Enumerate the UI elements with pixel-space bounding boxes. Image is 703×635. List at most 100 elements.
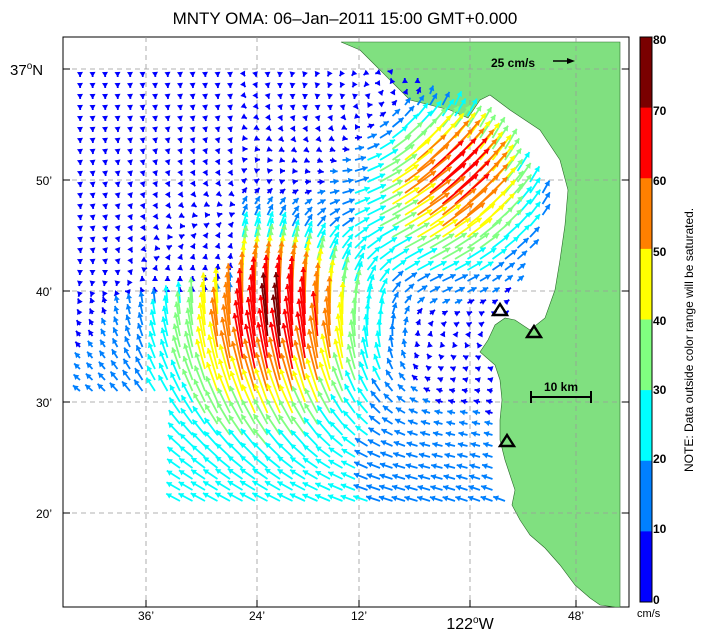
current-vector <box>205 361 219 392</box>
current-vector <box>305 358 319 392</box>
current-vector <box>254 157 261 163</box>
current-vector <box>75 319 82 326</box>
current-vector <box>240 81 247 88</box>
current-vector <box>354 134 363 141</box>
current-vector <box>416 154 452 183</box>
current-vector <box>289 469 306 480</box>
current-vector <box>367 173 386 183</box>
current-vector <box>279 368 294 403</box>
current-vector <box>379 213 402 227</box>
current-vector <box>404 294 413 304</box>
current-vector <box>289 125 296 132</box>
current-vector <box>266 187 273 194</box>
current-vector <box>220 316 231 359</box>
current-vector <box>102 137 108 144</box>
current-vector <box>516 186 533 205</box>
current-vector <box>278 384 294 414</box>
current-vector <box>202 468 219 480</box>
current-vector <box>139 93 146 100</box>
current-vector <box>102 170 108 177</box>
current-vector <box>150 288 157 304</box>
current-vector <box>405 463 418 469</box>
current-vector <box>461 387 468 394</box>
current-vector <box>289 82 296 89</box>
current-vector <box>330 379 344 403</box>
current-vector <box>202 253 208 260</box>
current-vector <box>437 365 445 372</box>
current-vector <box>252 103 259 110</box>
current-vector <box>102 82 108 89</box>
current-vector <box>392 451 406 458</box>
current-vector <box>279 211 287 227</box>
current-vector <box>214 137 221 144</box>
current-vector <box>482 441 493 448</box>
current-vector <box>254 187 261 194</box>
current-vector <box>214 71 221 78</box>
current-vector <box>227 180 234 187</box>
current-vector <box>84 384 94 392</box>
current-vector <box>202 232 209 239</box>
current-vector <box>397 383 406 392</box>
current-vector <box>77 71 83 78</box>
current-vector <box>276 492 293 502</box>
current-vector <box>109 370 119 381</box>
current-vector <box>384 381 394 392</box>
colorbar-segment <box>640 248 652 320</box>
current-vector <box>379 236 398 249</box>
current-vector <box>111 337 119 348</box>
current-vector <box>339 104 346 111</box>
current-vector <box>341 233 354 249</box>
colorbar <box>639 36 653 603</box>
current-vector <box>204 212 211 218</box>
current-vector <box>480 495 493 502</box>
current-vector <box>367 438 381 447</box>
current-vector <box>89 225 96 232</box>
current-vector <box>290 415 306 436</box>
current-vector <box>167 234 173 240</box>
current-vector <box>179 420 194 436</box>
current-vector <box>137 312 144 326</box>
current-vector <box>168 409 181 425</box>
current-vector <box>295 311 306 359</box>
current-vector <box>252 113 260 121</box>
current-vector <box>240 399 256 425</box>
current-vector <box>245 296 256 348</box>
current-vector <box>343 396 356 414</box>
current-vector <box>114 137 121 144</box>
current-vector <box>328 434 344 447</box>
current-vector <box>178 212 185 219</box>
current-vector <box>479 233 500 249</box>
current-vector <box>177 93 183 100</box>
current-vector <box>456 463 468 470</box>
current-vector <box>420 419 431 426</box>
current-vector <box>314 104 321 111</box>
current-vector <box>317 168 324 175</box>
current-vector <box>124 289 131 295</box>
current-vector <box>342 146 350 153</box>
current-vector <box>152 159 158 166</box>
current-vector <box>454 217 483 238</box>
current-vector <box>227 115 233 122</box>
current-vector <box>379 462 393 469</box>
current-vector <box>203 443 219 458</box>
current-vector <box>405 452 418 458</box>
current-vector <box>304 168 311 175</box>
current-vector <box>303 146 310 153</box>
current-vector <box>399 360 406 370</box>
current-vector <box>429 260 447 271</box>
current-vector <box>153 234 160 241</box>
station-1 <box>490 301 510 317</box>
current-vector <box>429 218 459 238</box>
current-vector <box>164 159 171 166</box>
current-vector <box>381 416 393 425</box>
current-vector <box>264 480 281 491</box>
current-vector <box>481 474 493 480</box>
velocity-scale: 25 cm/s <box>491 56 575 70</box>
current-vector <box>404 97 412 106</box>
current-vector <box>254 367 269 403</box>
current-vector <box>164 104 171 111</box>
lon-label-122w: 122oW <box>446 615 494 633</box>
current-vector <box>467 273 480 282</box>
current-vector <box>404 129 428 150</box>
current-vector <box>191 212 198 218</box>
